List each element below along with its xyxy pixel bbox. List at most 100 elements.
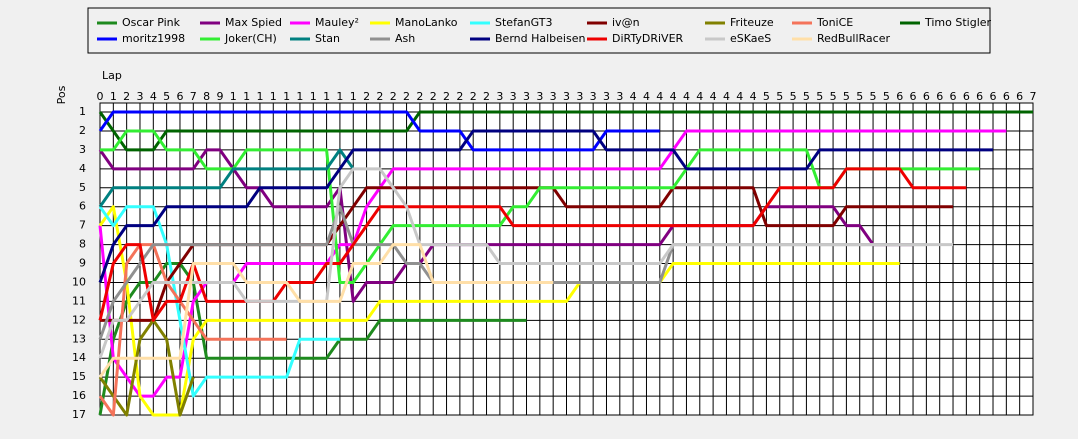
x-tick-label: 9	[216, 90, 223, 103]
x-tick-label: 6	[910, 90, 917, 103]
x-tick-label: 6	[1003, 90, 1010, 103]
x-tick-label: 6	[896, 90, 903, 103]
x-tick-label: 4	[710, 90, 717, 103]
x-tick-label: 5	[843, 90, 850, 103]
x-tick-label: 1	[336, 90, 343, 103]
legend-label: Friteuze	[730, 16, 774, 29]
series-line	[98, 148, 914, 303]
y-tick-label: 14	[72, 351, 86, 364]
x-tick-label: 7	[1030, 90, 1037, 103]
x-tick-label: 6	[990, 90, 997, 103]
x-tick-label: 2	[363, 90, 370, 103]
x-tick-label: 1	[256, 90, 263, 103]
x-tick-label: 4	[656, 90, 663, 103]
series-line	[98, 205, 900, 417]
y-tick-label: 5	[79, 181, 86, 194]
legend-label: eSKaeS	[730, 32, 771, 45]
y-tick-label: 1	[79, 105, 86, 118]
y-tick-label: 15	[72, 370, 86, 383]
legend: Oscar Pink Max Spied Mauley² ManoLanko Stefa…	[97, 16, 992, 45]
x-tick-label: 3	[563, 90, 570, 103]
x-tick-label: 3	[616, 90, 623, 103]
x-tick-label: 4	[643, 90, 650, 103]
x-tick-label: 6	[923, 90, 930, 103]
x-tick-label: 3	[576, 90, 583, 103]
x-tick-label: 3	[136, 90, 143, 103]
plot-border	[99, 102, 1034, 416]
series-line	[98, 243, 554, 378]
x-tick-label: 6	[950, 90, 957, 103]
series-line	[98, 110, 660, 152]
legend-label: ToniCE	[816, 16, 853, 29]
x-tick-label: 5	[163, 90, 170, 103]
y-tick-label: 7	[79, 219, 86, 232]
x-axis-label: Lap	[102, 69, 122, 82]
x-tick-label: 3	[496, 90, 503, 103]
x-tick-label: 5	[816, 90, 823, 103]
y-tick-label: 16	[72, 389, 86, 402]
y-tick-label: 6	[79, 200, 86, 213]
legend-label: ManoLanko	[395, 16, 458, 29]
legend-label: Timo Stigler	[924, 16, 992, 29]
x-tick-label: 4	[750, 90, 757, 103]
x-tick-label: 5	[803, 90, 810, 103]
x-tick-label: 1	[310, 90, 317, 103]
x-tick-label: 5	[883, 90, 890, 103]
x-tick-label: 8	[203, 90, 210, 103]
y-tick-label: 17	[72, 408, 86, 421]
x-tick-label: 2	[470, 90, 477, 103]
x-tick-label: 2	[390, 90, 397, 103]
x-tick-label: 3	[550, 90, 557, 103]
series-line	[98, 129, 994, 283]
legend-label: Joker(CH)	[224, 32, 277, 45]
x-tick-label: 5	[776, 90, 783, 103]
y-tick-label: 11	[72, 294, 86, 307]
x-tick-label: 3	[523, 90, 530, 103]
series-line	[98, 110, 1033, 152]
x-tick-label: 1	[270, 90, 277, 103]
y-tick-label: 8	[79, 238, 86, 251]
x-tick-label: 1	[350, 90, 357, 103]
x-tick-label: 5	[790, 90, 797, 103]
x-tick-label: 1	[230, 90, 237, 103]
x-tick-label: 6	[976, 90, 983, 103]
series-lines	[98, 110, 1033, 417]
series-line	[98, 167, 967, 322]
x-tick-label: 5	[763, 90, 770, 103]
legend-label: Ash	[395, 32, 415, 45]
legend-label: Stan	[315, 32, 340, 45]
x-tick-label: 4	[150, 90, 157, 103]
x-tick-label: 2	[123, 90, 130, 103]
series-line	[98, 148, 355, 208]
x-tick-label: 7	[190, 90, 197, 103]
x-tick-label: 6	[963, 90, 970, 103]
y-tick-label: 10	[72, 275, 86, 288]
series-line	[98, 205, 340, 398]
x-tick-label: 6	[1016, 90, 1023, 103]
y-tick-label: 2	[79, 124, 86, 137]
x-tick-label: 3	[510, 90, 517, 103]
y-tick-label: 9	[79, 257, 86, 270]
x-tick-label: 1	[243, 90, 250, 103]
series-line	[98, 129, 1007, 398]
legend-label: StefanGT3	[495, 16, 553, 29]
x-tick-label: 2	[403, 90, 410, 103]
y-axis-label: Pos	[55, 85, 68, 104]
legend-label: RedBullRacer	[817, 32, 890, 45]
x-tick-label: 1	[323, 90, 330, 103]
y-tick-label: 3	[79, 143, 86, 156]
x-tick-label: 4	[670, 90, 677, 103]
y-tick-label: 4	[79, 162, 86, 175]
x-tick-label: 5	[870, 90, 877, 103]
x-tick-label: 2	[443, 90, 450, 103]
x-tick-label: 4	[630, 90, 637, 103]
x-tick-label: 2	[376, 90, 383, 103]
y-tick-label: 12	[72, 313, 86, 326]
y-tick-label: 13	[72, 332, 86, 345]
series-line	[98, 243, 287, 417]
x-tick-label: 2	[483, 90, 490, 103]
x-tick-label: 3	[603, 90, 610, 103]
series-line	[98, 167, 954, 359]
x-tick-label: 4	[723, 90, 730, 103]
